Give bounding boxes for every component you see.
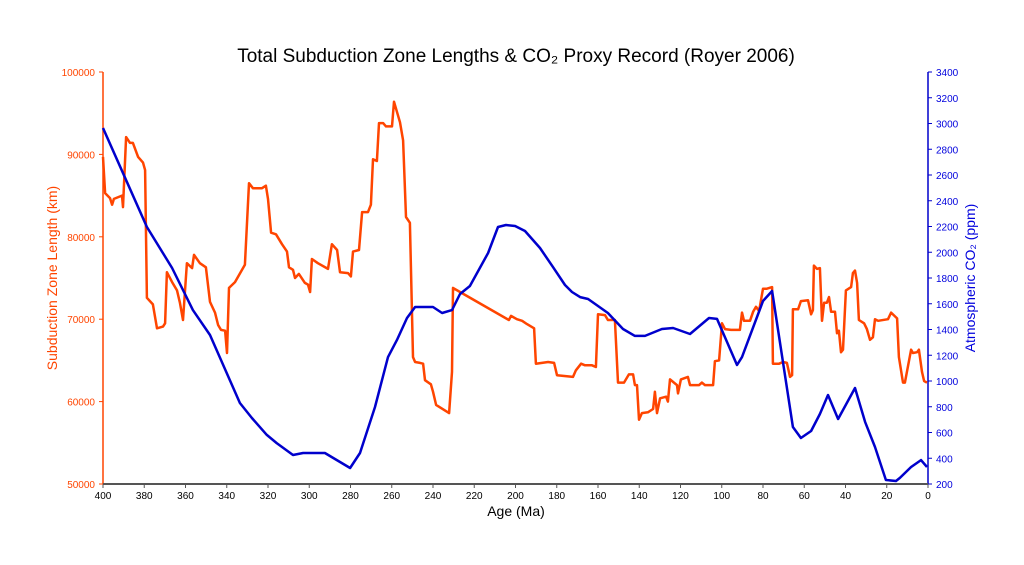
y-tick-label-right: 1000	[936, 377, 959, 388]
x-tick-label: 300	[301, 491, 318, 502]
y-tick-label-left: 60000	[67, 398, 95, 409]
co2-line	[101, 127, 928, 483]
x-tick-label: 220	[466, 491, 483, 502]
x-tick-label: 360	[177, 491, 194, 502]
x-tick-label: 200	[507, 491, 524, 502]
x-tick-label: 320	[260, 491, 277, 502]
x-tick-label: 140	[631, 491, 648, 502]
x-tick-label: 120	[672, 491, 689, 502]
x-tick-label: 40	[840, 491, 852, 502]
x-tick-label: 60	[799, 491, 811, 502]
y-tick-label-right: 600	[936, 429, 953, 440]
x-tick-label: 100	[713, 491, 730, 502]
x-tick-label: 400	[95, 491, 112, 502]
x-tick-label: 80	[757, 491, 769, 502]
y-tick-label-right: 2800	[936, 145, 959, 156]
y-tick-label-right: 1600	[936, 300, 959, 311]
y-tick-label-right: 3000	[936, 120, 959, 131]
x-tick-label: 20	[881, 491, 893, 502]
x-tick-label: 180	[548, 491, 565, 502]
y-axis-label-right: Atmospheric CO₂ (ppm)	[962, 204, 978, 353]
y-tick-label-right: 400	[936, 454, 953, 465]
x-tick-label: 280	[342, 491, 359, 502]
series-lines	[101, 100, 928, 483]
y-tick-label-right: 200	[936, 480, 953, 491]
x-tick-label: 160	[590, 491, 607, 502]
x-tick-label: 240	[425, 491, 442, 502]
y-tick-label-left: 90000	[67, 150, 95, 161]
y-tick-label-right: 2000	[936, 248, 959, 259]
y-tick-label-right: 1400	[936, 326, 959, 337]
y-tick-label-right: 800	[936, 403, 953, 414]
y-tick-label-left: 70000	[67, 315, 95, 326]
axes	[99, 71, 932, 488]
y-tick-label-left: 100000	[62, 68, 96, 79]
y-tick-label-left: 50000	[67, 480, 95, 491]
y-tick-label-right: 2200	[936, 223, 959, 234]
y-tick-label-right: 1200	[936, 351, 959, 362]
y-tick-label-right: 3200	[936, 94, 959, 105]
x-tick-label: 380	[136, 491, 153, 502]
chart-title: Total Subduction Zone Lengths & CO₂ Prox…	[237, 46, 795, 67]
y-tick-label-right: 3400	[936, 68, 959, 79]
tick-labels: 400 380 360 340 320 300 280 260 240 220 200 180 160 1…	[62, 68, 959, 502]
subduction-length-line	[101, 100, 928, 421]
x-tick-label: 340	[218, 491, 235, 502]
y-tick-label-right: 1800	[936, 274, 959, 285]
y-tick-label-right: 2600	[936, 171, 959, 182]
y-axis-label-left: Subduction Zone Length (km)	[44, 186, 60, 370]
y-tick-label-right: 2400	[936, 197, 959, 208]
x-tick-label: 0	[925, 491, 931, 502]
x-tick-label: 260	[383, 491, 400, 502]
y-tick-label-left: 80000	[67, 233, 95, 244]
x-axis-label: Age (Ma)	[487, 503, 545, 519]
